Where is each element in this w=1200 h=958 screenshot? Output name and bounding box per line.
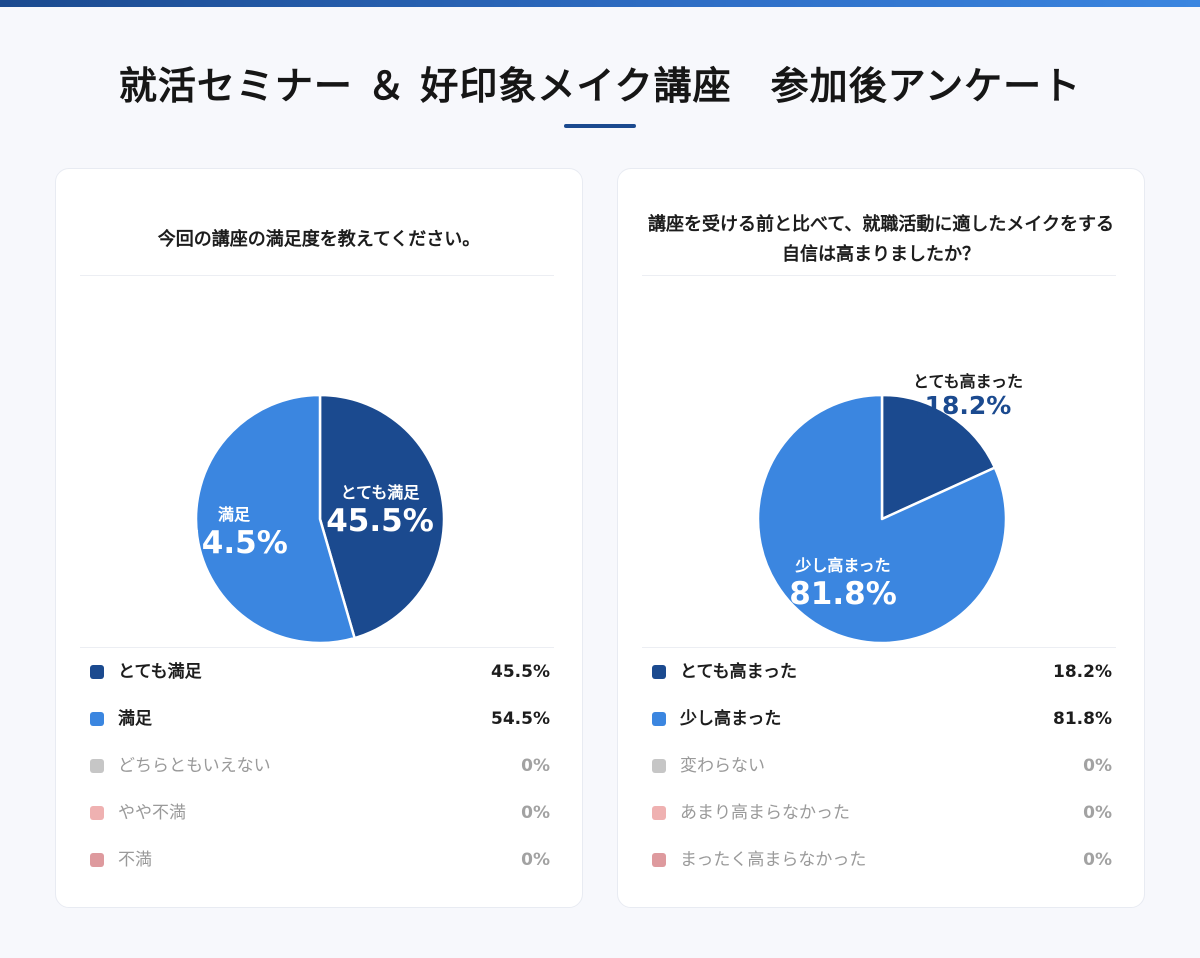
legend-value: 54.5% xyxy=(491,709,550,729)
legend-swatch xyxy=(652,759,666,773)
legend-label: まったく高まらなかった xyxy=(680,850,867,870)
divider xyxy=(642,647,1116,648)
legend-row: とても満足 45.5% xyxy=(90,649,550,696)
title-underline xyxy=(564,124,636,128)
slice-value-label: 81.8% xyxy=(789,576,897,612)
divider xyxy=(80,647,554,648)
legend-swatch xyxy=(652,853,666,867)
legend-value: 0% xyxy=(521,756,550,776)
legend-label: あまり高まらなかった xyxy=(680,803,850,823)
legend-row: 不満 0% xyxy=(90,837,550,884)
legend-value: 45.5% xyxy=(491,662,550,682)
legend-swatch xyxy=(90,806,104,820)
legend-value: 81.8% xyxy=(1053,709,1112,729)
legend-swatch xyxy=(90,759,104,773)
legend-value: 0% xyxy=(521,850,550,870)
confidence-card: 講座を受ける前と比べて、就職活動に適したメイクをする自信は高まりましたか？ とて… xyxy=(617,168,1145,908)
legend-value: 0% xyxy=(1083,803,1112,823)
legend-label: とても満足 xyxy=(118,662,202,682)
slice-value-label: 45.5% xyxy=(326,503,434,539)
legend-label: 変わらない xyxy=(680,756,765,776)
top-accent-bar xyxy=(0,0,1200,7)
slice-label: とても高まった xyxy=(913,372,1023,391)
legend-row: 少し高まった 81.8% xyxy=(652,696,1112,743)
legend-swatch xyxy=(652,806,666,820)
satisfaction-legend: とても満足 45.5% 満足 54.5% どちらともいえない 0% やや不満 0% 不満 0% xyxy=(90,649,550,884)
legend-label: どちらともいえない xyxy=(118,756,271,776)
confidence-legend: とても高まった 18.2% 少し高まった 81.8% 変わらない 0% あまり高まらなかった… xyxy=(652,649,1112,884)
legend-value: 0% xyxy=(1083,850,1112,870)
legend-label: 不満 xyxy=(118,850,152,870)
legend-row: やや不満 0% xyxy=(90,790,550,837)
slice-label: 満足 xyxy=(218,505,251,524)
legend-row: どちらともいえない 0% xyxy=(90,743,550,790)
legend-swatch xyxy=(652,712,666,726)
legend-row: まったく高まらなかった 0% xyxy=(652,837,1112,884)
satisfaction-card: 今回の講座の満足度を教えてください。 とても満足 45.5% 満足 54.5% とても… xyxy=(55,168,583,908)
legend-label: とても高まった xyxy=(680,662,797,682)
page-title: 就活セミナー ＆ 好印象メイク講座 参加後アンケート xyxy=(118,64,1082,108)
legend-value: 0% xyxy=(521,803,550,823)
slice-label: とても満足 xyxy=(341,483,421,502)
slice-label: 少し高まった xyxy=(794,556,890,575)
pie-slice xyxy=(194,393,356,645)
legend-row: とても高まった 18.2% xyxy=(652,649,1112,696)
legend-row: 満足 54.5% xyxy=(90,696,550,743)
legend-swatch xyxy=(90,853,104,867)
legend-label: 少し高まった xyxy=(680,709,782,729)
divider xyxy=(80,275,554,276)
slice-value-label: 18.2% xyxy=(925,391,1012,420)
pie-slice xyxy=(756,393,1008,645)
legend-row: あまり高まらなかった 0% xyxy=(652,790,1112,837)
pie-slice xyxy=(880,393,997,521)
question-title: 講座を受ける前と比べて、就職活動に適したメイクをする自信は高まりましたか？ xyxy=(647,214,1115,265)
slice-value-label: 54.5% xyxy=(180,525,288,561)
legend-swatch xyxy=(652,665,666,679)
legend-swatch xyxy=(90,665,104,679)
legend-value: 0% xyxy=(1083,756,1112,776)
divider xyxy=(642,275,1116,276)
legend-label: やや不満 xyxy=(118,803,186,823)
legend-row: 変わらない 0% xyxy=(652,743,1112,790)
legend-value: 18.2% xyxy=(1053,662,1112,682)
legend-label: 満足 xyxy=(118,709,152,729)
legend-swatch xyxy=(90,712,104,726)
pie-slice xyxy=(318,393,446,640)
question-title: 今回の講座の満足度を教えてください。 xyxy=(157,229,481,250)
